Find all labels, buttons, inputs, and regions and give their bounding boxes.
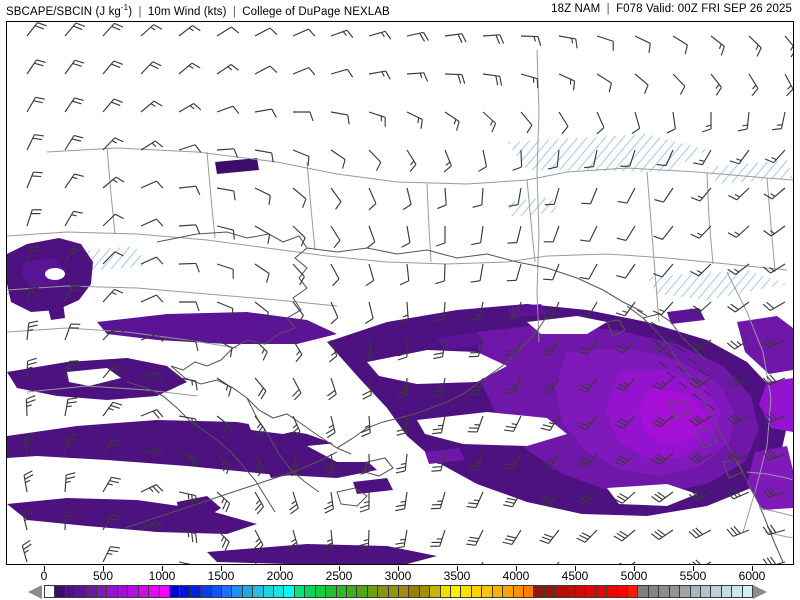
header-product-label: SBCAPE/SBCIN bbox=[6, 5, 93, 18]
colorbar-tick bbox=[516, 566, 517, 571]
colorbar-tick-label: 2500 bbox=[325, 569, 353, 583]
header-valid-label: Valid: bbox=[645, 3, 675, 15]
geography-layer bbox=[7, 49, 793, 563]
colorbar-tick bbox=[162, 566, 163, 571]
colorbar-tick-label: 6000 bbox=[738, 569, 766, 583]
header-model-cycle: 18Z NAM bbox=[551, 3, 601, 15]
colorbar-tick-label: 3000 bbox=[384, 569, 412, 583]
colorbar-over-arrow bbox=[753, 585, 767, 599]
colorbar-tick bbox=[634, 566, 635, 571]
map-canvas[interactable] bbox=[7, 22, 793, 564]
colorbar-tick-label: 1000 bbox=[148, 569, 176, 583]
header-separator-3: | bbox=[606, 3, 610, 15]
header-right-text: 18Z NAM | F078 Valid: 00Z FRI SEP 26 202… bbox=[551, 3, 792, 15]
header-units-exponent: -1 bbox=[120, 3, 129, 12]
colorbar-swatches bbox=[0, 585, 800, 600]
cape-core-4 bbox=[639, 388, 707, 446]
colorbar-cell bbox=[741, 585, 753, 598]
colorbar-tick bbox=[221, 566, 222, 571]
colorbar-tick-label: 5500 bbox=[679, 569, 707, 583]
header-valid-time: 00Z FRI SEP 26 2025 bbox=[677, 3, 792, 15]
colorbar-tick-label: 0 bbox=[40, 569, 48, 583]
colorbar-tick bbox=[575, 566, 576, 571]
colorbar-labels: 0 500 1000 1500 2000 2500 3000 3500 4000 4500 5000… bbox=[0, 569, 800, 584]
colorbar-tick-label: 4500 bbox=[561, 569, 589, 583]
colorbar-tick bbox=[339, 566, 340, 571]
header-separator-1: | bbox=[138, 5, 142, 18]
header-separator-2: | bbox=[232, 5, 236, 18]
colorbar-tick-label: 3500 bbox=[443, 569, 471, 583]
header-bar: SBCAPE/SBCIN (J kg-1) | 10m Wind (kts) |… bbox=[0, 0, 800, 21]
colorbar-tick-label: 1500 bbox=[207, 569, 235, 583]
colorbar-tick-label: 500 bbox=[92, 569, 114, 583]
colorbar-tick bbox=[398, 566, 399, 571]
colorbar-tick-label: 4000 bbox=[502, 569, 530, 583]
colorbar-tick bbox=[44, 566, 45, 571]
header-product-units: (J kg-1) bbox=[95, 3, 133, 18]
header-field2-label: 10m Wind (kts) bbox=[147, 5, 227, 18]
colorbar-tickmarks bbox=[0, 566, 800, 571]
colorbar-tick bbox=[693, 566, 694, 571]
colorbar-tick-label: 5000 bbox=[620, 569, 648, 583]
header-source-label: College of DuPage NEXLAB bbox=[242, 5, 390, 18]
colorbar-under-arrow bbox=[28, 585, 42, 599]
colorbar-tick bbox=[280, 566, 281, 571]
colorbar-tick bbox=[103, 566, 104, 571]
colorbar-tick-label: 2000 bbox=[266, 569, 294, 583]
header-left-text: SBCAPE/SBCIN (J kg-1) | 10m Wind (kts) |… bbox=[6, 3, 390, 18]
map-panel[interactable] bbox=[6, 21, 794, 565]
colorbar: 0 500 1000 1500 2000 2500 3000 3500 4000 4500 5000… bbox=[0, 566, 800, 600]
colorbar-tick bbox=[752, 566, 753, 571]
header-forecast-hour: F078 bbox=[616, 3, 643, 15]
colorbar-tick bbox=[457, 566, 458, 571]
